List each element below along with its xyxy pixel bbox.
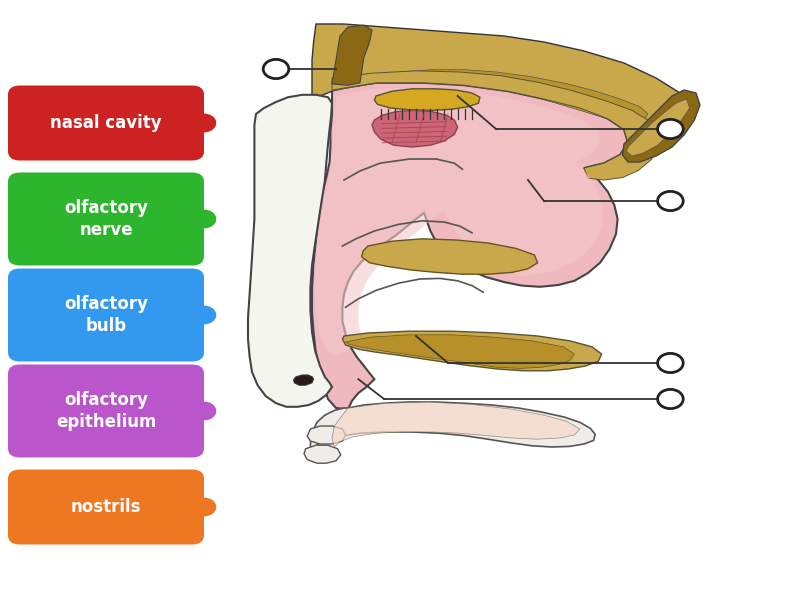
Polygon shape bbox=[362, 239, 538, 274]
Circle shape bbox=[658, 119, 683, 139]
Polygon shape bbox=[312, 83, 628, 409]
Polygon shape bbox=[294, 375, 314, 385]
Polygon shape bbox=[342, 331, 602, 371]
Polygon shape bbox=[332, 71, 660, 180]
Polygon shape bbox=[622, 90, 700, 162]
Text: olfactory
nerve: olfactory nerve bbox=[64, 199, 148, 239]
Circle shape bbox=[658, 191, 683, 211]
Polygon shape bbox=[310, 402, 595, 454]
Text: nasal cavity: nasal cavity bbox=[50, 114, 162, 132]
Polygon shape bbox=[304, 445, 341, 463]
Text: olfactory
epithelium: olfactory epithelium bbox=[56, 391, 156, 431]
Polygon shape bbox=[314, 88, 603, 355]
Circle shape bbox=[193, 115, 215, 131]
FancyBboxPatch shape bbox=[8, 173, 204, 265]
Polygon shape bbox=[332, 402, 580, 447]
FancyBboxPatch shape bbox=[8, 269, 204, 361]
Circle shape bbox=[658, 353, 683, 373]
FancyBboxPatch shape bbox=[8, 469, 204, 545]
Circle shape bbox=[263, 59, 289, 79]
Polygon shape bbox=[372, 110, 458, 147]
Polygon shape bbox=[332, 25, 372, 85]
Polygon shape bbox=[312, 24, 688, 126]
FancyBboxPatch shape bbox=[8, 365, 204, 457]
Polygon shape bbox=[332, 70, 648, 123]
Circle shape bbox=[193, 307, 215, 323]
Polygon shape bbox=[248, 95, 332, 407]
Circle shape bbox=[193, 499, 215, 515]
Circle shape bbox=[193, 403, 215, 419]
Polygon shape bbox=[307, 426, 346, 444]
Polygon shape bbox=[374, 89, 480, 110]
Polygon shape bbox=[626, 99, 690, 156]
Polygon shape bbox=[346, 335, 574, 368]
Circle shape bbox=[658, 389, 683, 409]
Text: olfactory
bulb: olfactory bulb bbox=[64, 295, 148, 335]
Text: nostrils: nostrils bbox=[70, 498, 142, 516]
Circle shape bbox=[193, 211, 215, 227]
FancyBboxPatch shape bbox=[8, 85, 204, 160]
